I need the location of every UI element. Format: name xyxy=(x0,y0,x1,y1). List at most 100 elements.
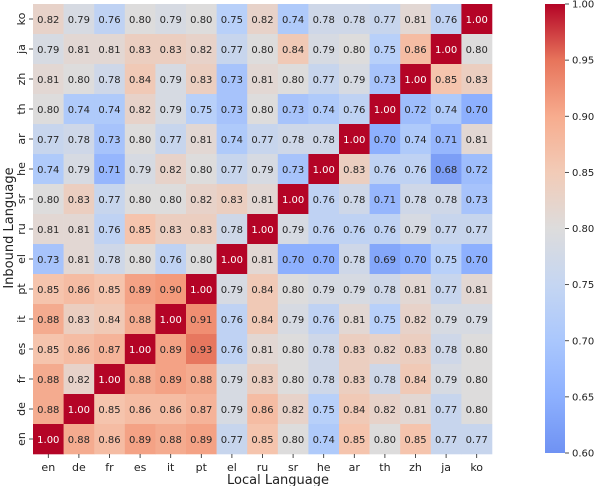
heatmap-cell xyxy=(339,274,370,305)
cell-value-label: 0.88 xyxy=(129,315,151,326)
heatmap-cell xyxy=(186,214,217,245)
heatmap-cell xyxy=(308,424,340,455)
heatmap-cell xyxy=(63,34,95,65)
heatmap-cell xyxy=(186,64,217,95)
heatmap-cell xyxy=(216,244,248,275)
heatmap-cell xyxy=(369,394,401,425)
colorbar-tick-label: 0.75 xyxy=(572,280,594,291)
heatmap-cell xyxy=(339,124,370,155)
cell-value-label: 0.71 xyxy=(374,195,396,206)
cell-value-label: 0.69 xyxy=(374,255,396,266)
heatmap-cell xyxy=(94,154,126,185)
cell-value-label: 1.00 xyxy=(374,105,396,116)
heatmap-cell xyxy=(430,304,462,335)
heatmap-cell xyxy=(339,424,370,455)
heatmap-cell xyxy=(124,124,156,155)
colorbar-tick-label: 0.85 xyxy=(572,168,594,179)
heatmap-cell xyxy=(94,214,126,245)
heatmap-cell xyxy=(186,334,217,365)
cell-value-label: 0.80 xyxy=(343,45,365,56)
cell-value-label: 0.68 xyxy=(435,165,457,176)
heatmap-cell xyxy=(461,334,493,365)
cell-value-label: 0.75 xyxy=(435,255,457,266)
heatmap-cell xyxy=(124,34,156,65)
heatmap-cell xyxy=(461,244,493,275)
cell-value-label: 0.80 xyxy=(129,135,151,146)
cell-value-label: 0.81 xyxy=(466,135,488,146)
cell-value-label: 1.00 xyxy=(251,225,273,236)
heatmap-cell xyxy=(33,304,64,335)
cell-value-label: 0.80 xyxy=(37,195,59,206)
heatmap-cell xyxy=(33,184,64,215)
cell-value-label: 0.81 xyxy=(343,315,365,326)
x-axis-ticks: en de fr es it pt el ru sr he ar th zh ja ko xyxy=(41,454,483,474)
cell-value-label: 1.00 xyxy=(221,255,243,266)
cell-value-label: 0.74 xyxy=(313,435,335,446)
cell-value-label: 0.79 xyxy=(68,165,90,176)
heatmap-cell xyxy=(308,4,340,35)
heatmap-cell xyxy=(155,94,187,125)
cell-value-label: 0.83 xyxy=(160,225,182,236)
cell-value-label: 0.84 xyxy=(251,315,273,326)
cell-value-label: 0.71 xyxy=(98,165,120,176)
heatmap-cell xyxy=(247,124,279,155)
heatmap-cell xyxy=(33,94,64,125)
cell-value-label: 0.85 xyxy=(98,285,120,296)
heatmap-cell xyxy=(369,4,401,35)
heatmap-cell xyxy=(400,364,432,395)
y-tick-label: el xyxy=(15,254,28,264)
cell-value-label: 0.75 xyxy=(374,315,396,326)
cell-value-label: 0.83 xyxy=(190,225,212,236)
x-tick-label: fr xyxy=(105,461,114,474)
heatmap-cell xyxy=(339,184,370,215)
x-axis-label: Local Language xyxy=(227,473,329,486)
cell-value-label: 0.79 xyxy=(37,45,59,56)
heatmap-cell xyxy=(247,64,279,95)
heatmap-cell xyxy=(33,64,64,95)
heatmap-cell xyxy=(430,394,462,425)
y-tick-label: de xyxy=(15,402,28,416)
cell-value-label: 0.82 xyxy=(37,15,59,26)
heatmap-cell xyxy=(33,334,64,365)
x-tick-label: el xyxy=(227,461,237,474)
cell-value-label: 0.87 xyxy=(190,405,212,416)
cell-value-label: 0.80 xyxy=(190,15,212,26)
heatmap-cell xyxy=(216,184,248,215)
cell-value-label: 0.79 xyxy=(221,375,243,386)
cell-value-label: 1.00 xyxy=(68,405,90,416)
cell-value-label: 0.90 xyxy=(160,285,182,296)
heatmap-cell xyxy=(277,64,309,95)
heatmap-cell xyxy=(277,94,309,125)
cell-value-label: 0.81 xyxy=(251,195,273,206)
heatmap-cell xyxy=(247,334,279,365)
cell-value-label: 0.73 xyxy=(282,165,304,176)
heatmap-cell xyxy=(247,394,279,425)
heatmap-cell xyxy=(33,274,64,305)
heatmap-cell xyxy=(369,124,401,155)
cell-value-label: 0.78 xyxy=(98,75,120,86)
cell-value-label: 0.81 xyxy=(404,15,426,26)
heatmap-cell xyxy=(63,334,95,365)
heatmap-cell xyxy=(461,184,493,215)
heatmap-cell xyxy=(461,154,493,185)
heatmap-cell xyxy=(155,154,187,185)
heatmap-cell xyxy=(155,244,187,275)
cell-value-label: 0.73 xyxy=(98,135,120,146)
cell-value-label: 0.89 xyxy=(129,285,151,296)
cell-value-label: 0.78 xyxy=(221,225,243,236)
heatmap-cell xyxy=(155,64,187,95)
cell-value-label: 0.82 xyxy=(190,195,212,206)
heatmap-cell xyxy=(430,124,462,155)
cell-value-label: 0.85 xyxy=(37,285,59,296)
cell-value-label: 0.78 xyxy=(68,135,90,146)
cell-value-label: 0.74 xyxy=(435,105,457,116)
heatmap-cell xyxy=(461,34,493,65)
cell-value-label: 0.70 xyxy=(466,105,488,116)
heatmap-cell xyxy=(369,154,401,185)
heatmap-cell xyxy=(33,124,64,155)
cell-value-label: 0.79 xyxy=(160,105,182,116)
colorbar-tick-label: 1.00 xyxy=(572,0,594,11)
heatmap-cell xyxy=(33,34,64,65)
colorbar-ticks: 0.60 0.65 0.70 0.75 0.80 0.85 0.90 0.95 1.00 xyxy=(565,0,594,460)
heatmap-cell xyxy=(33,154,64,185)
